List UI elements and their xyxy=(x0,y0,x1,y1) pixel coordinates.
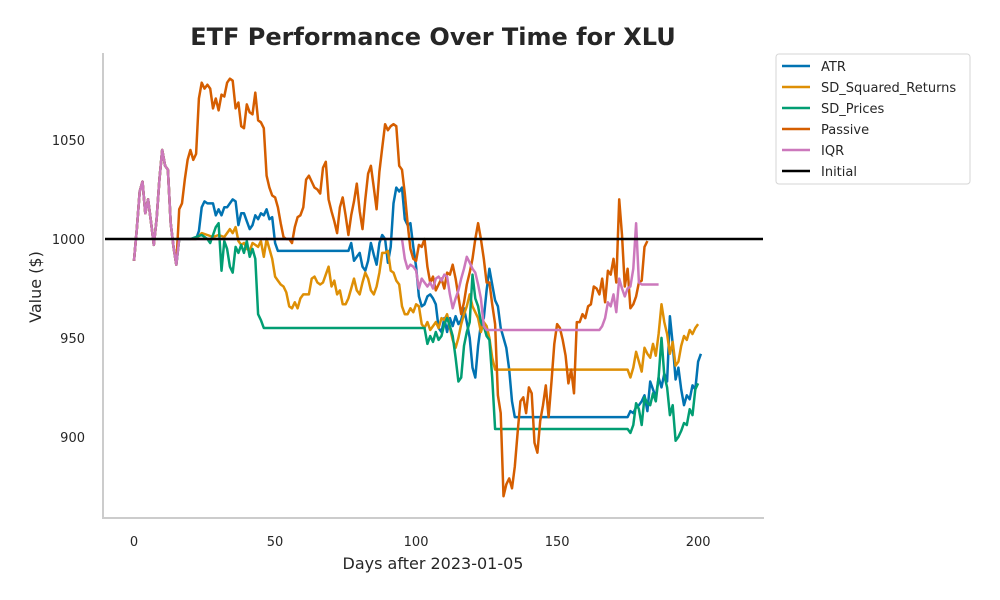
chart-title: ETF Performance Over Time for XLU xyxy=(190,23,675,51)
legend-label-atr: ATR xyxy=(821,60,846,75)
x-tick-label: 100 xyxy=(404,535,429,550)
series-line-passive xyxy=(132,77,649,498)
legend-label-sd-squared-returns: SD_Squared_Returns xyxy=(821,81,956,96)
y-tick-labels: 900 950 1000 1050 xyxy=(52,134,85,446)
legend: ATR SD_Squared_Returns SD_Prices Passive IQR… xyxy=(775,53,971,185)
legend-label-sd-prices: SD_Prices xyxy=(821,102,884,117)
legend-label-iqr: IQR xyxy=(821,144,844,159)
legend-label-passive: Passive xyxy=(821,123,869,138)
y-tick-label: 1050 xyxy=(52,134,85,149)
x-tick-label: 50 xyxy=(267,535,284,550)
legend-box xyxy=(775,53,971,185)
y-axis-label: Value ($) xyxy=(26,251,45,323)
x-axis-label: Days after 2023-01-05 xyxy=(343,554,524,573)
series-line-iqr xyxy=(132,148,659,332)
y-tick-label: 950 xyxy=(60,332,85,347)
y-tick-label: 1000 xyxy=(52,233,85,248)
x-tick-label: 200 xyxy=(686,535,711,550)
legend-label-initial: Initial xyxy=(821,165,857,180)
x-tick-label: 150 xyxy=(545,535,570,550)
y-tick-label: 900 xyxy=(60,431,85,446)
series-line-sd-squared-returns xyxy=(132,148,700,379)
series-layer xyxy=(132,77,703,498)
x-tick-label: 0 xyxy=(130,535,138,550)
legend-items: ATR SD_Squared_Returns SD_Prices Passive IQR… xyxy=(782,60,956,180)
x-tick-labels: 0 50 100 150 200 xyxy=(130,535,711,550)
